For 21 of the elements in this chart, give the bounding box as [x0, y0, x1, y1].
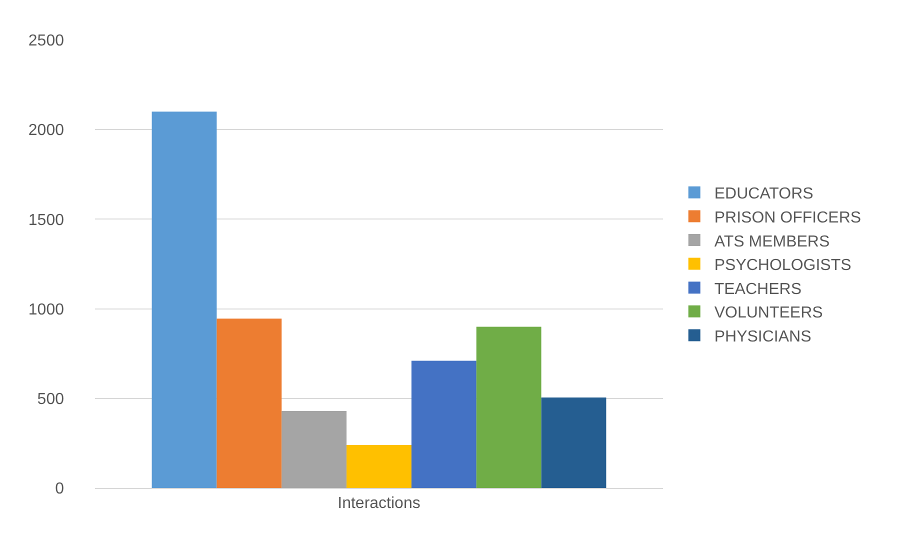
bar: [411, 360, 476, 488]
bar: [346, 444, 412, 488]
bar: [282, 410, 347, 488]
legend-label: PRISON OFFICERS: [714, 209, 862, 226]
bar: [541, 398, 606, 488]
bar: [476, 326, 542, 488]
x-tick-label: Interactions: [338, 495, 420, 512]
y-tick-label: 1500: [28, 212, 64, 229]
y-tick-label: 500: [37, 391, 64, 408]
y-tick-label: 2500: [28, 32, 64, 50]
y-tick-label: 2000: [28, 122, 64, 140]
legend-label: PSYCHOLOGISTS: [714, 257, 852, 274]
bar: [216, 318, 282, 488]
legend-label: PHYSICIANS: [714, 328, 812, 346]
legend-label: VOLUNTEERS: [714, 304, 823, 322]
y-tick-label: 1000: [28, 301, 64, 318]
y-tick-label: 0: [55, 480, 64, 498]
legend-label: EDUCATORS: [714, 186, 814, 203]
legend-label: TEACHERS: [714, 280, 802, 298]
bar: [152, 112, 217, 488]
legend-label: ATS MEMBERS: [714, 233, 830, 250]
